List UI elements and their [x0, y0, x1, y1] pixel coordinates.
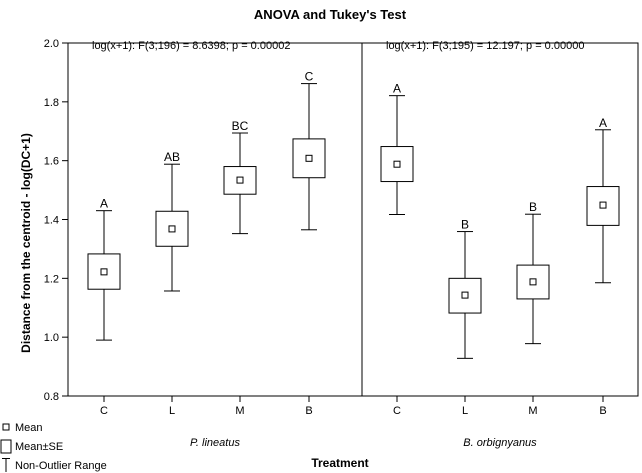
chart-title: ANOVA and Tukey's Test: [254, 7, 407, 22]
panel-frame: [67, 42, 363, 397]
plot-area: 0.8 1.0 1.2 1.4 1.6 1.8 2.0 log(x+1): F(3;196) …: [44, 38, 639, 449]
panel-b-orbignyanus: log(x+1): F(3;195) = 12.197; p = 0.00000…: [361, 40, 639, 449]
tukey-letter: C: [305, 70, 314, 84]
legend-se-label: Mean±SE: [15, 441, 63, 453]
tukey-letter: AB: [164, 150, 180, 164]
y-axis-label: Distance from the centroid - log(DC+1): [19, 133, 33, 353]
legend-se-symbol: [0, 439, 12, 454]
tukey-letter: A: [393, 82, 401, 96]
tukey-letter: B: [461, 218, 469, 232]
mean-marker: [100, 268, 108, 276]
panel-frame: [361, 42, 639, 397]
y-tick-label: 1.0: [44, 332, 59, 344]
legend-range-symbol: [2, 458, 10, 472]
mean-marker: [461, 291, 469, 299]
tukey-letter: B: [529, 200, 537, 214]
mean-marker: [529, 278, 537, 286]
tukey-letter: A: [100, 197, 108, 211]
group-label: B. orbignyanus: [463, 437, 537, 449]
anova-annotation: log(x+1): F(3;196) = 8.6398; p = 0.00002: [92, 40, 290, 52]
x-axis-label: Treatment: [311, 456, 368, 470]
y-tick-label: 1.8: [44, 97, 59, 109]
y-tick-label: 1.2: [44, 273, 59, 285]
mean-marker: [393, 160, 401, 168]
x-tick-label: C: [393, 405, 401, 417]
x-tick-label: B: [599, 405, 606, 417]
tukey-letter: BC: [232, 119, 249, 133]
x-tick-label: L: [169, 405, 175, 417]
group-label: P. lineatus: [190, 437, 240, 449]
tukey-letter: A: [599, 116, 607, 130]
y-tick-label: 2.0: [44, 38, 59, 50]
x-tick-label: C: [100, 405, 108, 417]
mean-marker: [236, 176, 244, 184]
legend: Mean Mean±SE Non-Outlier Range: [0, 422, 107, 472]
legend-range-label: Non-Outlier Range: [15, 460, 107, 472]
legend-mean-symbol: [2, 423, 10, 431]
mean-marker: [305, 154, 313, 162]
x-tick-label: M: [235, 405, 244, 417]
mean-marker: [168, 225, 176, 233]
legend-mean-label: Mean: [15, 422, 43, 434]
panel-p-lineatus: log(x+1): F(3;196) = 8.6398; p = 0.00002…: [67, 40, 363, 449]
y-tick-label: 1.4: [44, 215, 59, 227]
anova-annotation: log(x+1): F(3;195) = 12.197; p = 0.00000: [386, 40, 584, 52]
mean-marker: [599, 201, 607, 209]
x-tick-label: B: [305, 405, 312, 417]
y-tick-label: 0.8: [44, 391, 59, 403]
x-tick-label: M: [528, 405, 537, 417]
x-tick-label: L: [462, 405, 468, 417]
y-tick-label: 1.6: [44, 156, 59, 168]
